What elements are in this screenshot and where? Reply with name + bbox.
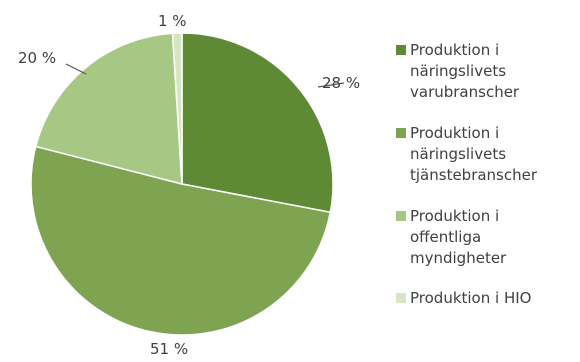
legend-line: tjänstebranscher [410,166,538,184]
data-label-myndigheter: 20 % [18,49,56,67]
slice-varubranscher [181,32,334,214]
legend-label-hio: Produktion i HIO [410,289,531,307]
leader-line-varubranscher [317,82,345,88]
legend-line: näringslivets [410,62,506,80]
legend-label-varubranscher: Produktion i näringslivets varubranscher [410,41,520,101]
slice-hio [171,32,183,185]
legend-line: offentliga [410,228,481,246]
legend: Produktion i näringslivets varubranscher… [396,41,538,307]
legend-swatch-tjanstebranscher [396,128,406,138]
legend-line: myndigheter [410,249,507,267]
legend-line: Produktion i [410,41,499,59]
legend-label-tjanstebranscher: Produktion i näringslivets tjänstebransc… [410,124,538,184]
legend-line: Produktion i [410,207,499,225]
data-label-hio: 1 % [158,12,187,30]
legend-line: Produktion i [410,124,499,142]
slice-myndigheter [34,32,183,185]
legend-line: varubranscher [410,83,520,101]
legend-swatch-hio [396,293,406,303]
legend-swatch-myndigheter [396,211,406,221]
legend-line: Produktion i HIO [410,289,531,307]
legend-label-myndigheter: Produktion i offentliga myndigheter [410,207,507,267]
legend-swatch-varubranscher [396,45,406,55]
leader-line-myndigheter [65,63,87,75]
slice-tjanstebranscher [30,145,332,336]
legend-line: näringslivets [410,145,506,163]
data-label-tjanstebranscher: 51 % [150,340,188,358]
data-label-varubranscher: 28 % [322,74,360,92]
